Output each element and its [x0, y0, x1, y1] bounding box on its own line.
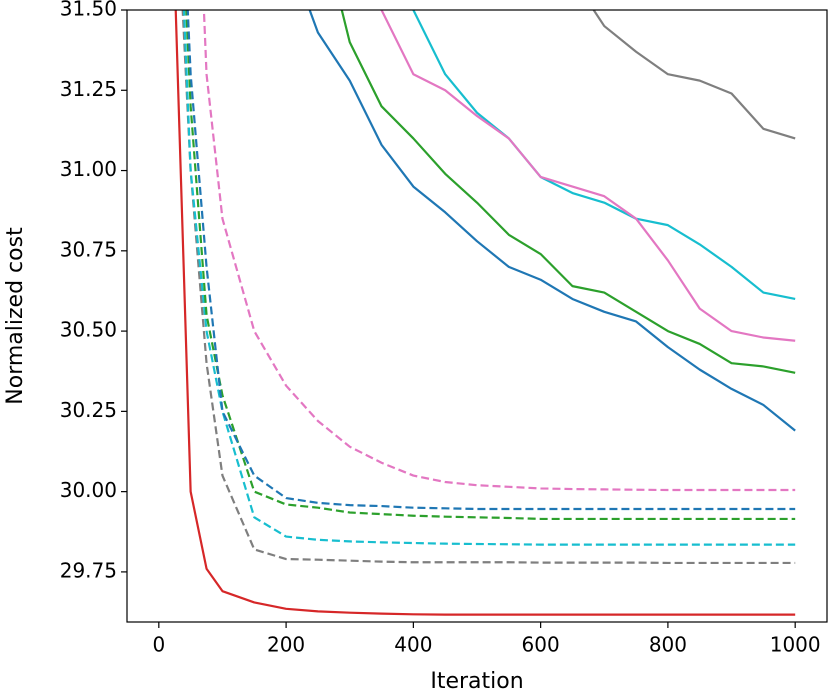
series-line [308, 10, 796, 432]
x-axis-label: Iteration [430, 669, 523, 693]
y-tick-label: 31.00 [60, 157, 117, 181]
series-line [174, 10, 796, 616]
x-tick-label: 1000 [770, 633, 821, 657]
series-line [186, 10, 796, 511]
series-line [202, 10, 796, 492]
series-line [411, 10, 796, 301]
y-axis-label: Normalized cost [3, 227, 28, 405]
y-tick-label: 30.25 [60, 398, 117, 422]
series-line [185, 10, 796, 521]
x-tick-label: 600 [522, 633, 560, 657]
series-line [340, 10, 796, 374]
y-tick-label: 31.50 [60, 0, 117, 21]
series-line [380, 10, 796, 342]
y-tick-label: 29.75 [60, 558, 117, 582]
x-tick-label: 0 [152, 633, 165, 657]
x-tick-label: 800 [649, 633, 687, 657]
y-tick-label: 30.75 [60, 237, 117, 261]
y-tick-label: 30.50 [60, 318, 117, 342]
plot-frame [126, 9, 828, 623]
y-tick-label: 31.25 [60, 77, 117, 101]
series-line [182, 10, 796, 546]
plot-lines [174, 10, 796, 616]
x-tick-label: 400 [394, 633, 432, 657]
series-line [181, 10, 796, 565]
y-tick-label: 30.00 [60, 478, 117, 502]
series-line [592, 10, 796, 140]
x-tick-label: 200 [267, 633, 305, 657]
